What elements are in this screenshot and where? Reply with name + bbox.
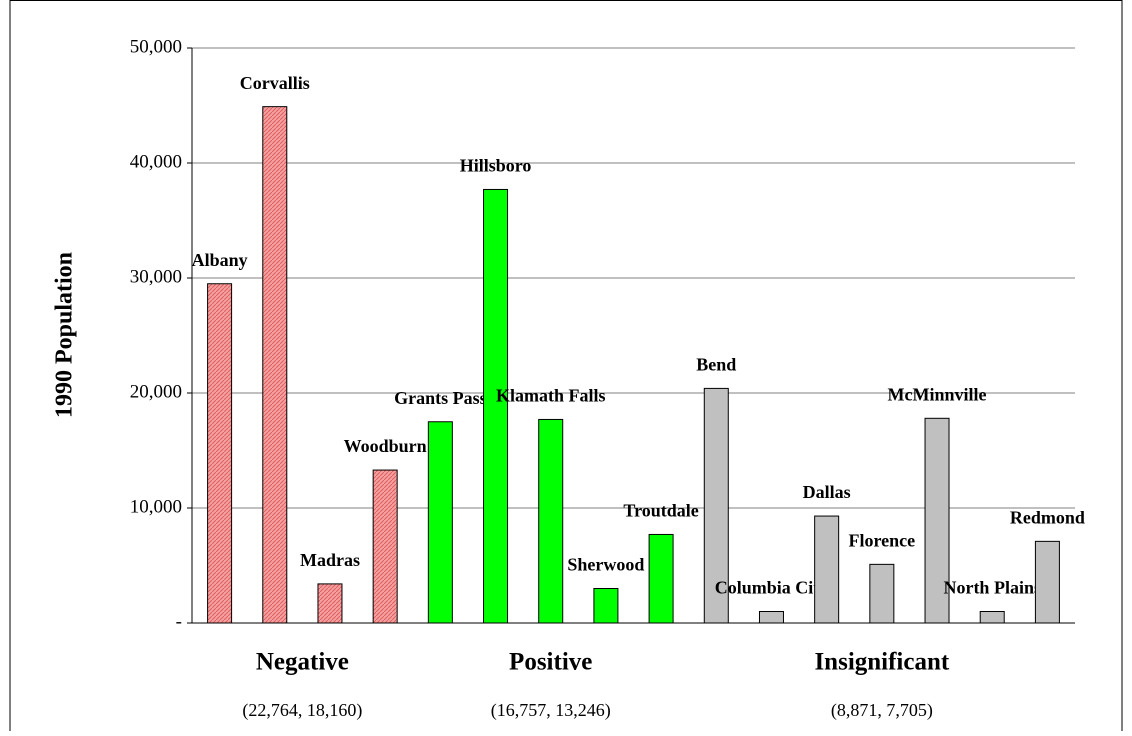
frame xyxy=(9,0,1123,731)
bar xyxy=(483,188,509,624)
y-tick-label: 50,000 xyxy=(130,36,182,57)
y-tick-label: 20,000 xyxy=(130,381,182,402)
y-tick-label: 30,000 xyxy=(130,266,182,287)
bar xyxy=(262,106,288,624)
bar xyxy=(648,533,674,624)
bar xyxy=(869,563,895,624)
bar-label: Albany xyxy=(192,250,248,270)
group-label: Insignificant xyxy=(814,649,949,676)
bar-label: Columbia City xyxy=(715,578,829,598)
bar-label: Sherwood xyxy=(567,555,644,575)
bar xyxy=(538,418,564,624)
y-tick-label: 10,000 xyxy=(130,496,182,517)
y-axis-label: 1990 Population xyxy=(52,252,78,418)
group-label: Negative xyxy=(256,649,349,676)
bar-label: Bend xyxy=(696,355,736,375)
bar xyxy=(1034,540,1060,624)
bar xyxy=(372,469,398,624)
bar xyxy=(979,611,1005,624)
bar-label: Klamath Falls xyxy=(496,386,606,406)
bar xyxy=(593,588,619,624)
bar-label: Woodburn xyxy=(344,436,427,456)
bar xyxy=(317,583,343,624)
bar-label: North Plains xyxy=(943,578,1041,598)
bar-label: Hillsboro xyxy=(460,156,532,176)
group-label: Positive xyxy=(509,649,592,676)
bar-label: Corvallis xyxy=(240,73,310,93)
bar-label: Madras xyxy=(300,550,360,570)
bar xyxy=(814,515,840,624)
group-stats: (22,764, 18,160) xyxy=(242,700,362,721)
bar-label: Troutdale xyxy=(623,501,698,521)
bar-label: Redmond xyxy=(1010,507,1085,527)
y-tick-label: - xyxy=(176,611,182,632)
bar xyxy=(758,611,784,624)
y-tick-label: 40,000 xyxy=(130,151,182,172)
group-stats: (8,871, 7,705) xyxy=(831,700,933,721)
bar xyxy=(703,387,729,624)
bar xyxy=(924,417,950,624)
bar-label: Grants Pass xyxy=(394,388,487,408)
bar xyxy=(207,283,233,624)
bar-label: McMinnville xyxy=(888,384,987,404)
bar-label: Florence xyxy=(849,530,916,550)
group-stats: (16,757, 13,246) xyxy=(491,700,611,721)
bar xyxy=(427,421,453,624)
bar-label: Dallas xyxy=(803,482,851,502)
